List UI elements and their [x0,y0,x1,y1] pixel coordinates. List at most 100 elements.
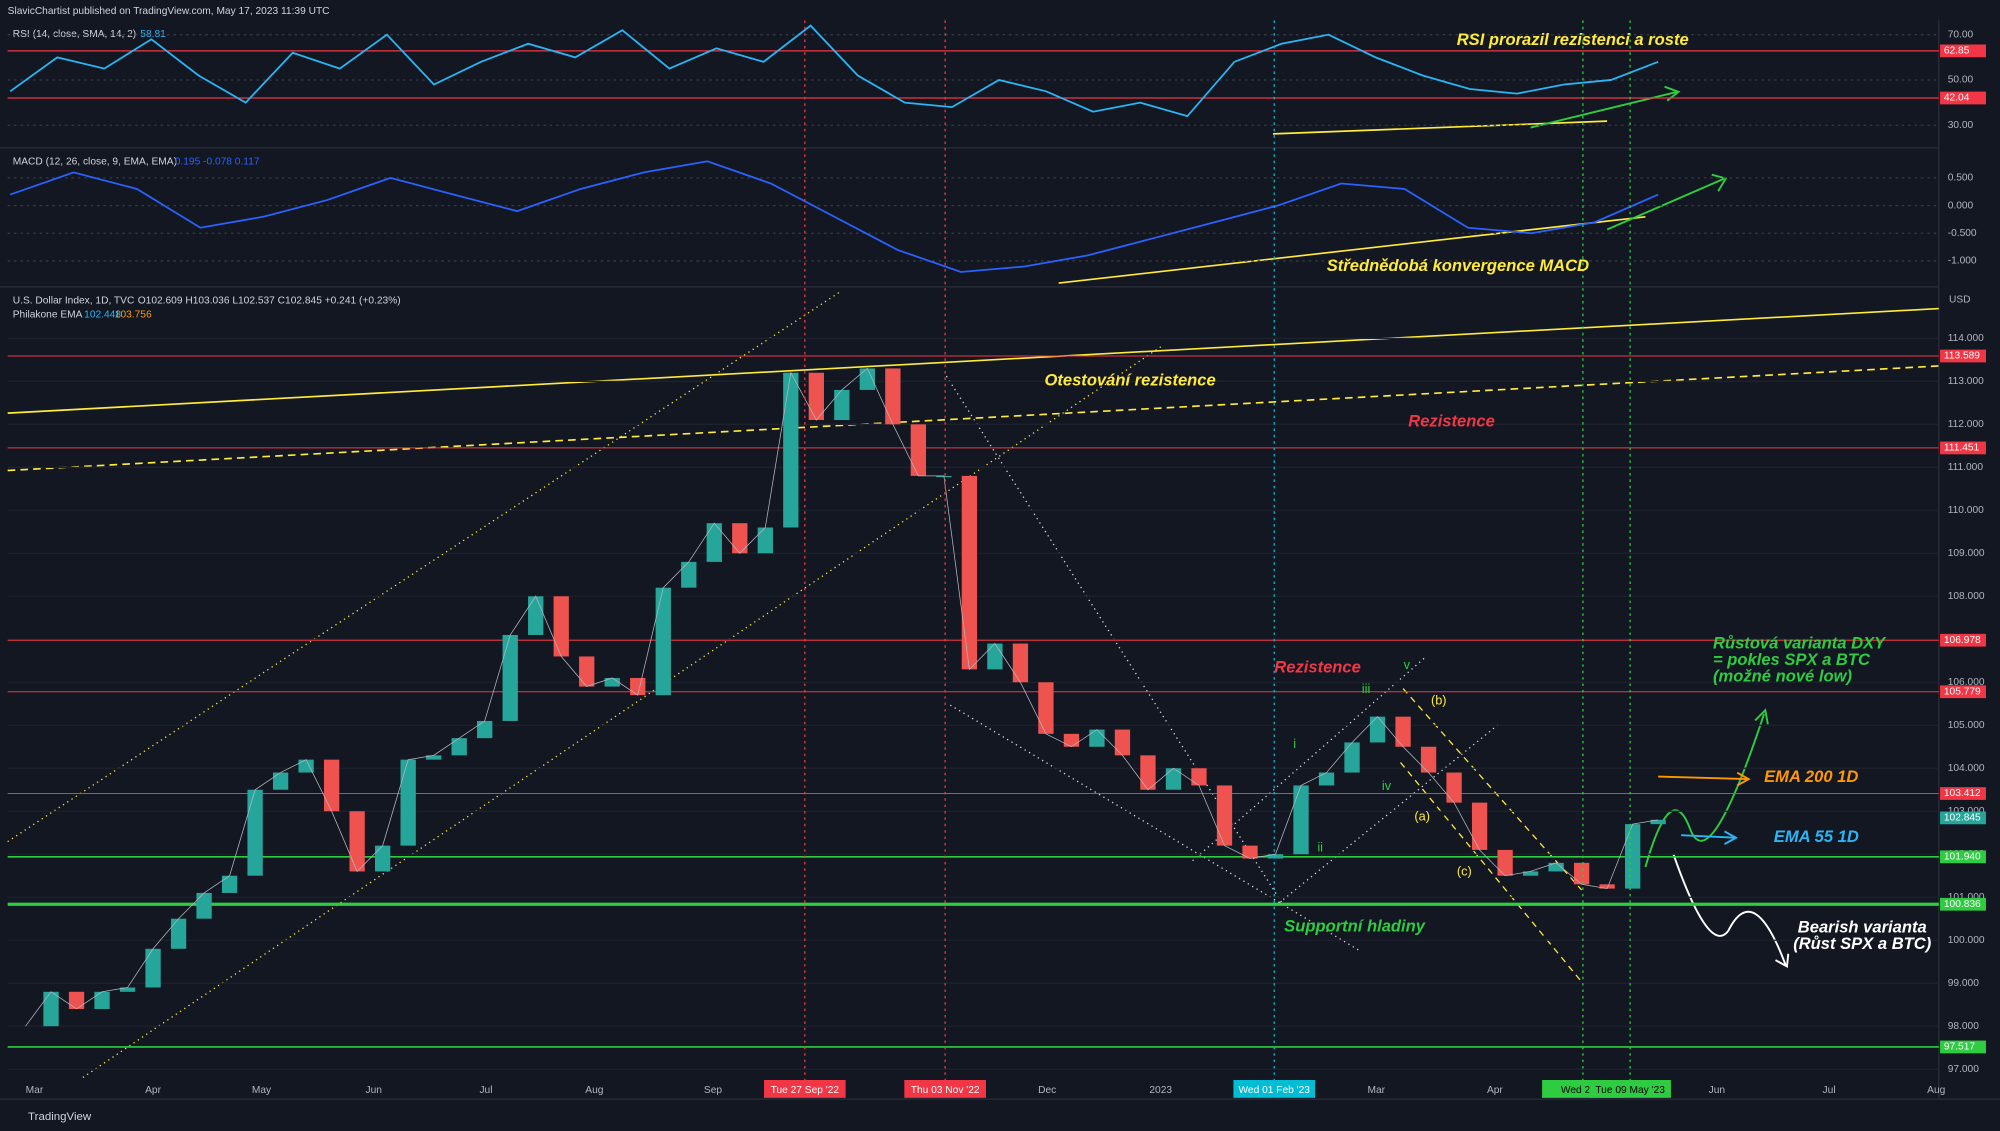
candle [553,596,569,657]
level-tag [1940,91,1986,105]
candle [1395,716,1411,747]
level-tag [1940,441,1986,455]
arrow [1658,771,1751,787]
marker-tag [1233,1079,1316,1098]
trendline [7,307,1939,414]
x-tick-label: Sep [704,1085,722,1096]
candle [375,845,391,872]
level-label: 106.978 [1944,635,1981,646]
x-tick-label: Jun [1709,1085,1725,1096]
y-tick-label: 106.000 [1948,677,1985,688]
annotation: Bearish varianta [1798,918,1927,937]
candle [987,643,1003,670]
candle [196,892,212,919]
annotation: (možné nové low) [1713,666,1852,685]
candle [1165,768,1182,790]
wave-label: (a) [1414,809,1430,824]
candle [298,759,314,773]
x-tick-label: Apr [145,1085,161,1096]
macd-line [9,160,1659,273]
marker-label: Wed 01 Feb '23 [1239,1085,1311,1096]
y-tick-label: 114.000 [1948,333,1984,344]
candle [221,875,238,893]
level-tag [1940,897,1986,911]
candle [145,948,161,988]
y-tick-label: 108.000 [1948,591,1985,602]
level-label: 105.779 [1944,686,1981,697]
candle [1216,785,1233,846]
last-price-tag [1940,811,1986,825]
candle [1318,772,1335,786]
macd-legend: MACD (12, 26, close, 9, EMA, EMA) [13,157,177,168]
level-label: 97.517 [1944,1042,1975,1053]
candle [502,634,518,721]
wave-label: iii [1362,681,1371,696]
candle [604,677,620,687]
level-tag [1940,349,1986,363]
y-tick-label: 98.000 [1948,1021,1979,1032]
rsi-line [9,24,1659,118]
candle [1548,862,1564,872]
candle [1089,729,1105,747]
level-label: 42.04 [1944,93,1970,104]
candle [1599,884,1615,889]
x-tick-label: Jun [366,1085,382,1096]
y-tick-label: 100.000 [1948,935,1985,946]
candle [859,368,875,390]
annotation: Rezistence [1274,658,1361,677]
candle [910,424,927,476]
candle [272,772,289,790]
level-label: 62.85 [1944,46,1970,57]
candle [94,991,110,1009]
y-tick-label: 110.000 [1948,505,1984,516]
annotation: = pokles SPX a BTC [1713,650,1871,669]
y-tick-label: 99.000 [1948,978,1979,989]
candle [1344,742,1360,773]
candle [323,759,340,812]
candle [1420,746,1437,773]
rsi-legend: RSI (14, close, SMA, 14, 2) [13,29,136,40]
wave-label: (b) [1431,693,1447,708]
marker-label: Thu 03 Nov '22 [911,1085,980,1096]
level-label: 111.451 [1944,443,1980,454]
level-label: 100.836 [1944,899,1981,910]
y-tick-label: 112.000 [1948,419,1984,430]
annotation: Střednědobá konvergence MACD [1327,256,1589,275]
y-tick-label: 0.500 [1948,173,1974,184]
candle [732,523,748,554]
x-tick-label: Dec [1038,1085,1056,1096]
macd-trendline [1058,215,1646,284]
candle [119,987,136,992]
close-line [25,367,1659,1027]
candle [1471,802,1488,850]
annotation: EMA 55 1D [1774,827,1859,846]
candle [1446,772,1462,803]
level-tag [1940,633,1986,647]
candle [1191,768,1207,786]
candle [1063,733,1080,747]
price-legend: U.S. Dollar Index, 1D, TVC [13,296,135,307]
y-tick-label: -1.000 [1948,256,1977,267]
candle [1522,871,1539,876]
annotation: EMA 200 1D [1764,767,1858,786]
x-tick-label: May [252,1085,272,1096]
candle [630,677,646,696]
channel-line [1278,723,1500,904]
candle [1650,819,1666,825]
candle [1038,682,1054,734]
annotation: Růstová varianta DXY [1713,633,1887,652]
ema-slow: 103.756 [115,310,152,321]
y-tick-label: 50.00 [1948,75,1974,86]
x-tick-label: Jul [1823,1085,1836,1096]
y-tick-label: -0.500 [1948,228,1977,239]
annotation: (Růst SPX a BTC) [1793,934,1932,953]
y-tick-label: 30.00 [1948,120,1974,131]
wave-label: (c) [1457,864,1472,879]
x-tick-label: Jul [479,1085,492,1096]
candle [655,587,671,696]
level-label: 101.940 [1944,851,1981,862]
level-tag [1940,1040,1986,1054]
